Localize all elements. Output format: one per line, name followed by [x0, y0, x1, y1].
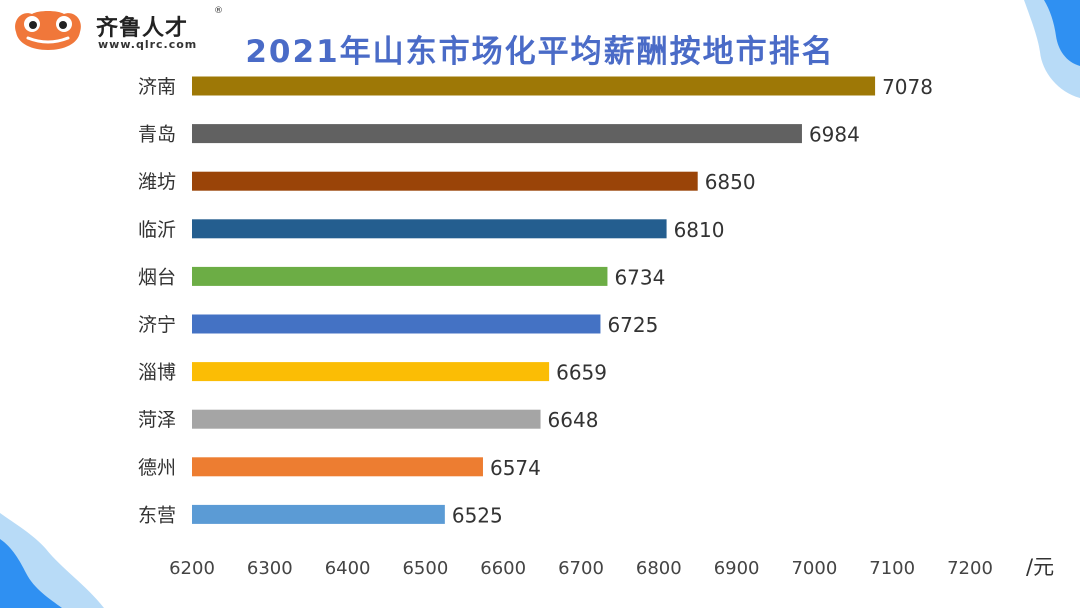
x-tick-label: 7100: [869, 558, 915, 579]
bar: [192, 314, 601, 334]
bar: [192, 362, 550, 382]
category-label: 临沂: [138, 219, 176, 241]
x-tick-label: 6400: [325, 558, 371, 579]
data-label: 6648: [548, 408, 599, 432]
x-tick-label: 7000: [791, 558, 837, 579]
bar: [192, 457, 483, 477]
bar: [192, 76, 876, 96]
category-label: 潍坊: [138, 171, 176, 193]
data-label: 6574: [490, 456, 541, 480]
bar: [192, 409, 541, 429]
data-label: 6659: [556, 361, 607, 385]
data-label: 6525: [452, 503, 503, 527]
x-tick-label: 7200: [947, 558, 993, 579]
corner-decoration-bottom-left: [0, 513, 104, 608]
brand-url: www.qlrc.com: [98, 38, 198, 51]
chart-title: 2021年山东市场化平均薪酬按地市排名: [245, 34, 835, 70]
bar: [192, 504, 445, 524]
brand-name: 齐鲁人才: [96, 16, 189, 41]
category-label: 菏泽: [138, 409, 176, 431]
bar: [192, 219, 667, 239]
x-tick-label: 6800: [636, 558, 682, 579]
category-label: 东营: [138, 504, 176, 526]
data-label: 6734: [614, 265, 665, 289]
data-label: 6984: [809, 123, 860, 147]
data-label: 6725: [607, 313, 658, 337]
bar: [192, 124, 802, 144]
category-label: 青岛: [138, 124, 176, 146]
x-tick-label: 6900: [714, 558, 760, 579]
x-tick-label: 6500: [402, 558, 448, 579]
data-label: 6810: [674, 218, 725, 242]
category-label: 济宁: [138, 314, 176, 336]
category-label: 淄博: [138, 362, 176, 384]
data-label: 7078: [882, 75, 933, 99]
category-label: 烟台: [138, 266, 176, 288]
x-tick-label: 6300: [247, 558, 293, 579]
x-tick-label: 6700: [558, 558, 604, 579]
bar: [192, 266, 608, 286]
x-axis-unit: /元: [1026, 555, 1054, 579]
corner-decoration-top-right: [1024, 0, 1080, 98]
registered-mark: ®: [214, 6, 223, 16]
x-tick-label: 6200: [169, 558, 215, 579]
bar: [192, 171, 698, 191]
category-label: 德州: [138, 457, 176, 479]
data-label: 6850: [705, 170, 756, 194]
frog-logo-icon: [15, 11, 81, 50]
brand-logo: 齐鲁人才 ® www.qlrc.com: [10, 6, 223, 56]
x-tick-label: 6600: [480, 558, 526, 579]
category-label: 济南: [138, 76, 176, 98]
